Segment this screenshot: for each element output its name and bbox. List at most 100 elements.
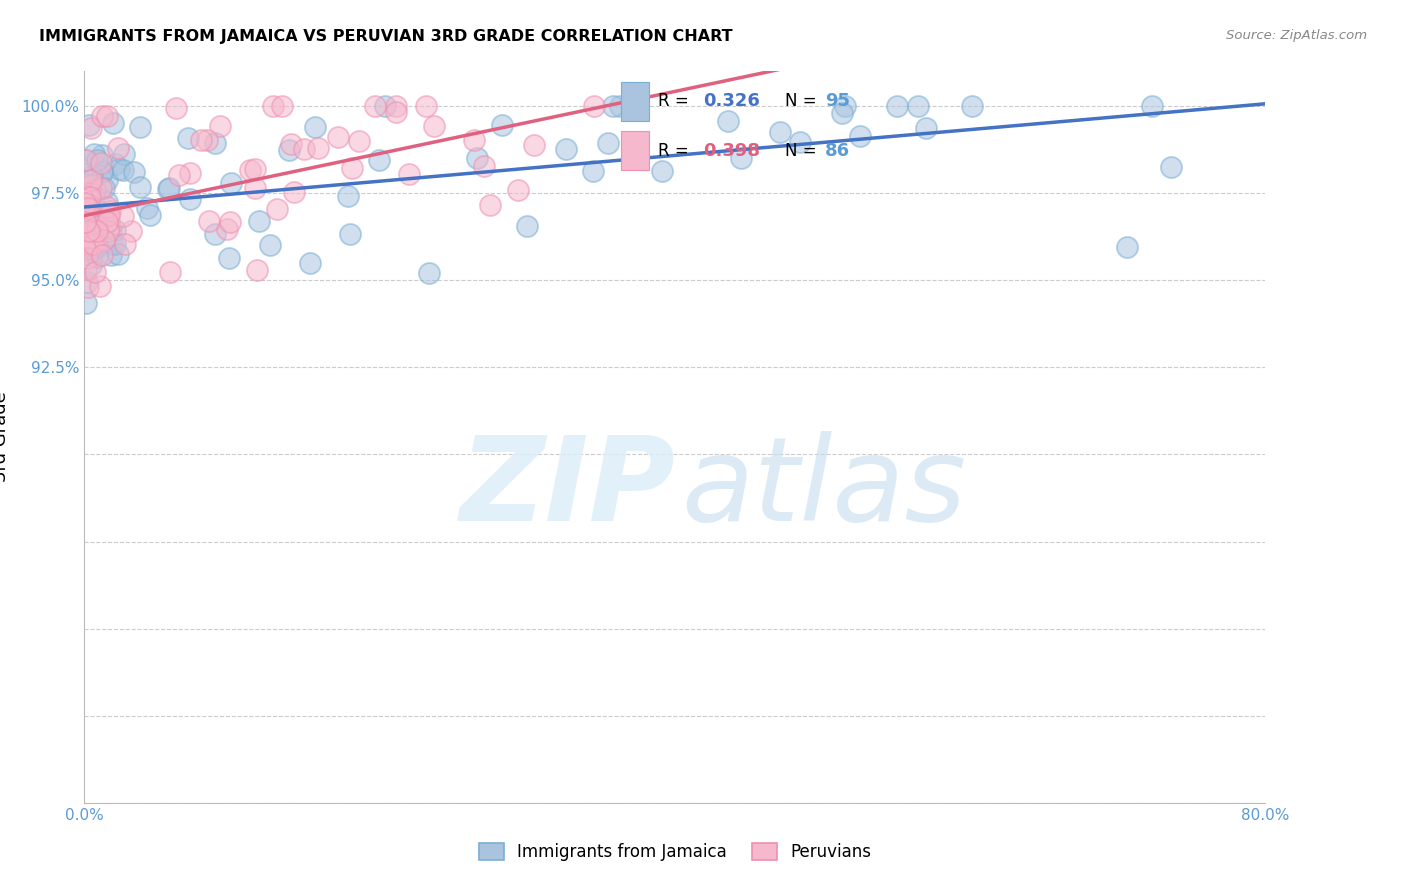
Point bbox=[76, 225, 98, 239]
Point bbox=[75, 262, 97, 277]
Point bbox=[107, 247, 129, 261]
Point bbox=[75, 197, 97, 211]
Point bbox=[128, 179, 150, 194]
Point bbox=[75, 153, 97, 167]
Point bbox=[239, 163, 262, 178]
Text: R =: R = bbox=[658, 142, 695, 160]
Point bbox=[77, 226, 100, 240]
Point bbox=[76, 188, 98, 202]
Point bbox=[75, 192, 97, 206]
Point bbox=[96, 200, 118, 214]
Point bbox=[96, 109, 118, 123]
Point bbox=[422, 119, 444, 133]
Point bbox=[165, 101, 187, 115]
Point bbox=[86, 202, 108, 217]
Point bbox=[111, 162, 134, 177]
Point bbox=[101, 236, 124, 251]
Point bbox=[554, 142, 576, 156]
Point bbox=[76, 275, 98, 289]
Point bbox=[75, 153, 97, 167]
Point bbox=[114, 147, 136, 161]
Point bbox=[195, 133, 218, 147]
Point bbox=[169, 169, 191, 183]
Point bbox=[77, 236, 100, 251]
Legend: Immigrants from Jamaica, Peruvians: Immigrants from Jamaica, Peruvians bbox=[472, 836, 877, 868]
Point bbox=[270, 99, 292, 113]
Point bbox=[104, 157, 127, 171]
Point bbox=[198, 214, 221, 228]
Point bbox=[218, 215, 240, 229]
Point bbox=[84, 183, 107, 197]
Point bbox=[75, 192, 97, 206]
Text: 0.326: 0.326 bbox=[703, 93, 759, 111]
Point bbox=[219, 177, 242, 191]
Point bbox=[90, 148, 112, 162]
Point bbox=[179, 166, 201, 180]
Point bbox=[215, 221, 238, 235]
Point bbox=[582, 163, 605, 178]
Point bbox=[596, 136, 619, 150]
Text: 86: 86 bbox=[825, 142, 851, 160]
Point bbox=[120, 224, 142, 238]
Point bbox=[80, 178, 103, 192]
Point bbox=[479, 198, 502, 212]
Point bbox=[90, 156, 112, 170]
Point bbox=[104, 223, 127, 237]
Point bbox=[89, 279, 111, 293]
Point bbox=[98, 209, 121, 223]
Point bbox=[138, 208, 160, 222]
Point bbox=[247, 214, 270, 228]
Point bbox=[915, 120, 938, 135]
Point bbox=[415, 99, 437, 113]
Point bbox=[76, 247, 98, 261]
Point bbox=[107, 162, 129, 177]
Point bbox=[100, 247, 122, 261]
Point bbox=[80, 186, 103, 201]
Point bbox=[769, 125, 792, 139]
Point bbox=[339, 227, 361, 241]
Point bbox=[129, 120, 152, 135]
Point bbox=[97, 214, 120, 228]
Point bbox=[582, 99, 605, 113]
Point bbox=[90, 165, 112, 179]
Point bbox=[77, 186, 100, 200]
Point bbox=[82, 169, 104, 183]
FancyBboxPatch shape bbox=[621, 82, 648, 121]
Point bbox=[90, 164, 112, 178]
Point bbox=[75, 177, 97, 191]
Point bbox=[82, 223, 104, 237]
Point bbox=[96, 195, 118, 210]
Point bbox=[208, 119, 231, 133]
Point bbox=[385, 99, 408, 113]
Point bbox=[86, 224, 108, 238]
Point bbox=[97, 224, 120, 238]
Point bbox=[1142, 99, 1164, 113]
Point bbox=[98, 220, 121, 235]
Point bbox=[75, 243, 97, 257]
Point bbox=[82, 236, 104, 251]
Point bbox=[347, 134, 370, 148]
Point bbox=[84, 241, 107, 255]
Point bbox=[79, 228, 101, 243]
Text: IMMIGRANTS FROM JAMAICA VS PERUVIAN 3RD GRADE CORRELATION CHART: IMMIGRANTS FROM JAMAICA VS PERUVIAN 3RD … bbox=[39, 29, 733, 45]
Point bbox=[83, 190, 105, 204]
Point bbox=[83, 146, 105, 161]
Point bbox=[508, 183, 530, 197]
Point bbox=[114, 236, 136, 251]
Point bbox=[262, 99, 284, 113]
Point bbox=[156, 181, 179, 195]
Point bbox=[886, 99, 908, 113]
Point bbox=[283, 185, 305, 199]
Point bbox=[326, 130, 349, 145]
Point bbox=[98, 204, 121, 219]
Point bbox=[76, 252, 98, 266]
Point bbox=[277, 143, 299, 157]
Point bbox=[75, 236, 97, 251]
Point bbox=[91, 109, 114, 123]
Point bbox=[86, 250, 108, 264]
Point bbox=[75, 196, 97, 211]
Point bbox=[418, 266, 440, 280]
FancyBboxPatch shape bbox=[621, 131, 648, 170]
Text: atlas: atlas bbox=[681, 431, 966, 545]
Point bbox=[834, 99, 856, 113]
